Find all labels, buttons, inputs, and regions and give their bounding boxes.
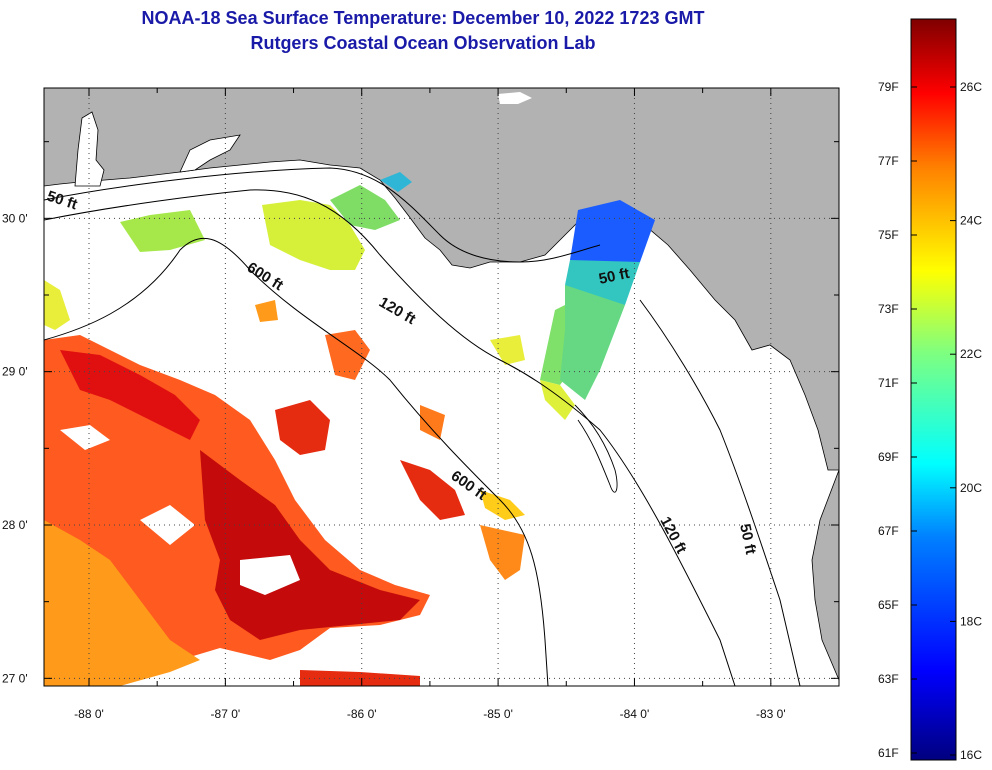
sst-red-core (60, 350, 200, 440)
lon-tick-label: -84 0' (620, 707, 650, 721)
sst-green-apalachee (330, 185, 400, 230)
lon-tick-label: -86 0' (347, 707, 377, 721)
map-frame (43, 87, 840, 687)
colorbar-fahrenheit-label: 79F (878, 80, 899, 94)
colorbar-fahrenheit-label: 71F (878, 376, 899, 390)
sst-cloud-gap-2 (240, 555, 300, 595)
colorbar-fahrenheit-label: 73F (878, 302, 899, 316)
map-area (44, 88, 839, 686)
sst-blue-swath-north (570, 200, 655, 268)
colorbar-fahrenheit-label: 67F (878, 524, 899, 538)
colorbar-celsius-label: 26C (960, 80, 982, 94)
contour-120ft (44, 189, 736, 686)
sst-patch-3 (400, 460, 465, 520)
sst-patch-4 (480, 525, 525, 580)
colorbar-fahrenheit-label: 69F (878, 450, 899, 464)
sst-green-swath (560, 285, 625, 400)
sst-patch-1 (275, 400, 330, 455)
sst-yellow-left (44, 280, 70, 330)
sst-green-west (120, 210, 205, 252)
sst-yellow-nearshore (490, 335, 525, 365)
sst-cloud-gap-1 (60, 425, 110, 450)
lon-tick-label: -87 0' (211, 707, 241, 721)
sst-darkred-core (200, 450, 420, 640)
land-inland-lake (498, 92, 532, 104)
lat-tick-label: 28 0' (2, 518, 28, 532)
sst-patch-5 (480, 490, 525, 520)
lat-tick-label: 29 0' (2, 365, 28, 379)
sst-cyan-estuary (380, 172, 412, 192)
colorbar-fahrenheit-label: 61F (878, 746, 899, 760)
coastline-bigbend (574, 404, 618, 493)
sst-patch-6 (420, 405, 445, 440)
contour-label-50ft-bigbend: 50 ft (597, 265, 631, 288)
colorbar-fahrenheit-label: 65F (878, 598, 899, 612)
sst-orange-band (44, 520, 200, 686)
colorbar-celsius-label: 20C (960, 481, 982, 495)
colorbar-fahrenheit-label: 63F (878, 672, 899, 686)
contour-50ft-east (639, 299, 801, 686)
lat-tick-label: 30 0' (2, 211, 28, 225)
contour-50ft-west (44, 167, 601, 263)
colorbar-celsius-label: 18C (960, 614, 982, 628)
lon-tick-label: -83 0' (756, 707, 786, 721)
sst-patch-2 (325, 330, 370, 380)
lon-tick-label: -85 0' (483, 707, 513, 721)
axis-ticks: 30 0' 29 0' 28 0' 27 0' -88 0' -87 0' -86 0' -8… (2, 88, 839, 721)
sst-patch-7 (255, 300, 278, 322)
lat-tick-label: 27 0' (2, 671, 28, 685)
title-line-1: NOAA-18 Sea Surface Temperature: Decembe… (141, 8, 705, 28)
land-north (44, 88, 839, 471)
colorbar-celsius-label: 24C (960, 214, 982, 228)
colorbar (910, 18, 957, 761)
lon-tick-label: -88 0' (74, 707, 104, 721)
title-line-2: Rutgers Coastal Ocean Observation Lab (250, 33, 596, 53)
sst-data (44, 172, 655, 686)
colorbar-celsius-label: 16C (960, 748, 982, 762)
sst-cloud-gap-3 (140, 505, 195, 545)
sst-yellow-green-bay (262, 200, 365, 270)
colorbar-labels: 79F 77F 75F 73F 71F 69F 67F 65F 63F 61F 26C 24C 22C 2… (878, 80, 982, 762)
colorbar-fahrenheit-label: 75F (878, 228, 899, 242)
colorbar-fahrenheit-label: 77F (878, 154, 899, 168)
contour-label-50ft-east: 50 ft (736, 522, 759, 556)
land-choctawhatchee-cutout (179, 134, 241, 173)
contour-600ft (44, 237, 549, 686)
land-florida-peninsula (811, 469, 839, 681)
depth-contours (44, 167, 801, 686)
colorbar-celsius-label: 22C (960, 347, 982, 361)
